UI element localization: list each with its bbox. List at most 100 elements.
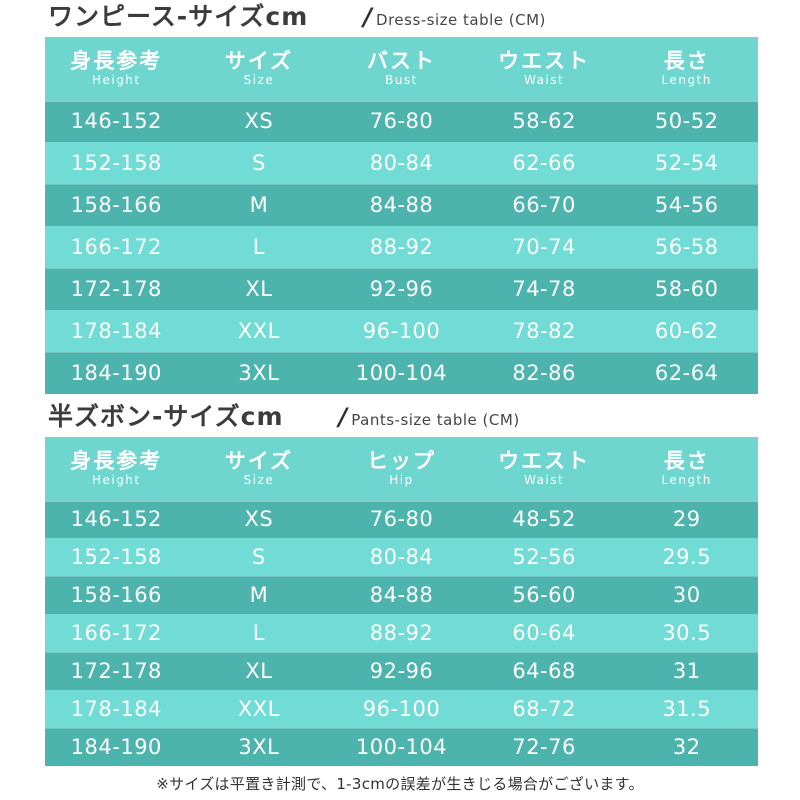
column-header: 長さ Length — [615, 49, 758, 88]
table-cell: 72-76 — [512, 735, 576, 759]
column-header-english: Height — [91, 473, 141, 488]
table-cell: 52-54 — [654, 151, 719, 175]
tables-host: ワンピース-サイズcm / Dress-size table (CM) 身長参考… — [45, 0, 800, 766]
table-cell: 62-64 — [654, 361, 719, 385]
table-cell: 178-184 — [70, 319, 162, 343]
table-cell: 96-100 — [362, 319, 441, 343]
column-header: ウエスト Waist — [473, 449, 616, 488]
column-header-japanese: バスト — [366, 49, 436, 74]
table-cell: 172-178 — [70, 659, 162, 683]
measurement-disclaimer: ※サイズは平置き計測で、1-3cmの誤差が生きじる場合がございます。 — [156, 775, 644, 793]
table-cell: 92-96 — [369, 277, 434, 301]
column-header: サイズ Size — [188, 49, 331, 88]
table-row: 152-158 S 80-84 62-66 52-54 — [45, 142, 758, 184]
table-cell: 88-92 — [369, 621, 434, 645]
table-cell: XXL — [237, 697, 280, 721]
table-cell: M — [249, 583, 269, 607]
table-row: 166-172 L 88-92 60-64 30.5 — [45, 614, 758, 652]
column-header-japanese: 身長参考 — [70, 449, 163, 474]
column-header-japanese: ウエスト — [498, 449, 591, 474]
table-body: 146-152 XS 76-80 58-62 50-52 152-158 S 80-84 62-… — [45, 100, 758, 394]
table-cell: 152-158 — [70, 151, 162, 175]
table-row: 146-152 XS 76-80 58-62 50-52 — [45, 100, 758, 142]
column-header-japanese: ヒップ — [366, 449, 436, 474]
table-cell: 56-58 — [654, 235, 719, 259]
table-cell: 29.5 — [662, 545, 712, 569]
section-title: 半ズボン-サイズcm / Pants-size table (CM) — [48, 394, 800, 437]
table-cell: 76-80 — [369, 109, 434, 133]
table-header-row: 身長参考 Height サイズ Size バスト Bust ウエスト Waist 長さ Lengt… — [45, 37, 758, 100]
table-row: 172-178 XL 92-96 64-68 31 — [45, 652, 758, 690]
table-cell: 100-104 — [355, 735, 448, 759]
table-cell: S — [251, 151, 266, 175]
table-cell: S — [251, 545, 266, 569]
table-row: 178-184 XXL 96-100 78-82 60-62 — [45, 310, 758, 352]
table-cell: XXL — [237, 319, 280, 343]
section-title-english: Dress-size table (CM) — [376, 11, 546, 29]
table-cell: 70-74 — [512, 235, 576, 259]
table-cell: 32 — [672, 735, 701, 759]
column-header: 身長参考 Height — [45, 449, 188, 488]
table-cell: 3XL — [238, 361, 280, 385]
table-cell: 76-80 — [369, 507, 434, 531]
table-cell: 30.5 — [662, 621, 712, 645]
table-cell: 29 — [672, 507, 701, 531]
column-header-english: Size — [243, 73, 275, 88]
table-cell: 84-88 — [369, 193, 434, 217]
column-header: ウエスト Waist — [473, 49, 616, 88]
table-cell: 62-66 — [512, 151, 576, 175]
column-header-english: Height — [91, 73, 141, 88]
table-cell: 100-104 — [355, 361, 448, 385]
table-cell: 96-100 — [362, 697, 441, 721]
table-cell: 84-88 — [369, 583, 434, 607]
column-header: サイズ Size — [188, 449, 331, 488]
section-title: ワンピース-サイズcm / Dress-size table (CM) — [48, 0, 800, 37]
title-slash-separator: / — [363, 3, 373, 31]
table-cell: 166-172 — [70, 621, 162, 645]
table-cell: 3XL — [238, 735, 280, 759]
table-cell: 146-152 — [70, 507, 162, 531]
section-title-japanese: 半ズボン-サイズcm — [48, 402, 284, 431]
column-header-japanese: サイズ — [224, 449, 294, 474]
column-header-japanese: 長さ — [663, 49, 710, 74]
column-header-english: Size — [243, 473, 275, 488]
table-cell: 54-56 — [654, 193, 719, 217]
column-header-japanese: 身長参考 — [70, 49, 163, 74]
table-cell: 78-82 — [512, 319, 576, 343]
column-header-english: Length — [661, 473, 712, 488]
table-row: 146-152 XS 76-80 48-52 29 — [45, 500, 758, 538]
table-cell: 68-72 — [512, 697, 576, 721]
table-cell: 31 — [672, 659, 701, 683]
table-body: 146-152 XS 76-80 48-52 29 152-158 S 80-84 52-56 2… — [45, 500, 758, 766]
table-cell: 152-158 — [70, 545, 162, 569]
column-header-japanese: サイズ — [224, 49, 294, 74]
column-header-english: Hip — [389, 473, 414, 488]
table-cell: 82-86 — [512, 361, 576, 385]
table-cell: M — [249, 193, 269, 217]
section-title-japanese: ワンピース-サイズcm — [48, 2, 309, 31]
table-cell: 172-178 — [70, 277, 162, 301]
table-cell: 60-62 — [654, 319, 719, 343]
table-row: 184-190 3XL 100-104 72-76 32 — [45, 728, 758, 766]
table-cell: 56-60 — [512, 583, 576, 607]
section-title-english: Pants-size table (CM) — [351, 411, 520, 429]
table-row: 172-178 XL 92-96 74-78 58-60 — [45, 268, 758, 310]
size-table: 身長参考 Height サイズ Size ヒップ Hip ウエスト Waist 長さ Length… — [45, 437, 758, 766]
table-cell: 92-96 — [369, 659, 434, 683]
table-row: 178-184 XXL 96-100 68-72 31.5 — [45, 690, 758, 728]
column-header-japanese: 長さ — [663, 449, 710, 474]
column-header-english: Waist — [523, 473, 565, 488]
table-cell: XL — [245, 277, 273, 301]
table-cell: XS — [244, 109, 274, 133]
table-cell: 184-190 — [70, 735, 162, 759]
table-cell: 58-60 — [654, 277, 719, 301]
table-cell: L — [252, 235, 265, 259]
table-row: 158-166 M 84-88 66-70 54-56 — [45, 184, 758, 226]
table-cell: 30 — [672, 583, 701, 607]
table-cell: 80-84 — [369, 545, 434, 569]
table-cell: 158-166 — [70, 583, 162, 607]
table-cell: 184-190 — [70, 361, 162, 385]
table-cell: 80-84 — [369, 151, 434, 175]
table-cell: 58-62 — [512, 109, 576, 133]
table-cell: 66-70 — [512, 193, 576, 217]
